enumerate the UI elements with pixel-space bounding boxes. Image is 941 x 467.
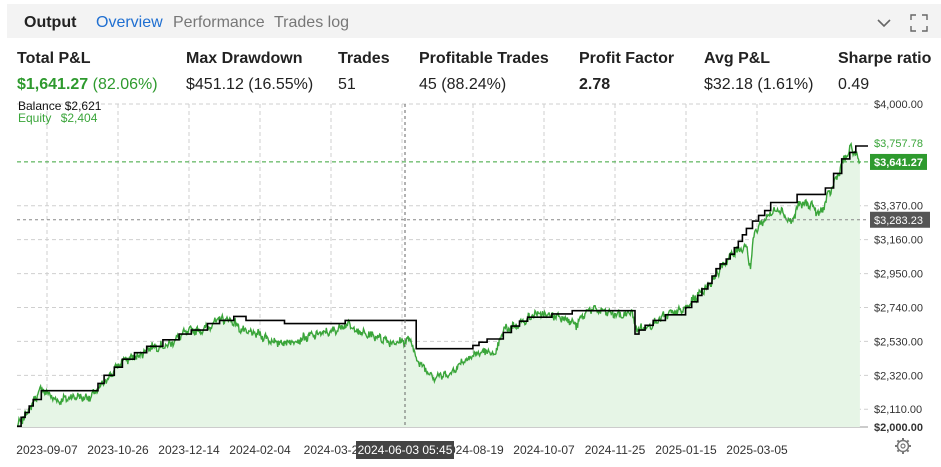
crosshair [17, 104, 868, 427]
equity-current-label: $3,641.27 [874, 157, 923, 169]
stat-value: 51 [338, 76, 356, 93]
stats-row: Total P&L $1,641.27 (82.06%) Max Drawdow… [0, 42, 941, 98]
stat-total-pnl: Total P&L $1,641.27 (82.06%) [17, 50, 158, 94]
crosshair-value-box [870, 211, 930, 228]
stat-value: $1,641.27 (82.06%) [17, 76, 158, 94]
crosshair-date-label: 2024-06-03 05:45 [358, 443, 453, 457]
x-tick-label: 2023-09-07 [16, 443, 78, 457]
stat-label: Total P&L [17, 50, 91, 67]
stat-label: Profitable Trades [419, 50, 549, 67]
x-tick-label: 2025-03-05 [726, 443, 788, 457]
stat-profit-factor: Profit Factor 2.78 [579, 50, 674, 94]
gear-icon[interactable] [895, 438, 911, 454]
equity-current-box [870, 153, 927, 170]
legend-balance-value: $2,621 [65, 99, 102, 113]
stat-value: 45 (88.24%) [419, 76, 507, 93]
x-tick-label: 2024-11-25 [585, 443, 646, 457]
chevron-down-icon[interactable] [875, 14, 893, 32]
x-tick-label: 2024-08-19 [442, 443, 504, 457]
stat-profitable-trades: Profitable Trades 45 (88.24%) [419, 50, 549, 94]
crosshair-value-label: $3,283.23 [874, 215, 923, 227]
x-tick-label: 2025-01-15 [655, 443, 717, 457]
stat-value: 2.78 [579, 76, 611, 93]
crosshair-date-box [356, 441, 454, 459]
x-tick-label: 2024-02-04 [229, 443, 291, 457]
balance-line [17, 145, 868, 427]
y-tick-label: $2,000.00 [874, 422, 923, 434]
equity-area [17, 143, 860, 428]
tab-performance[interactable]: Performance [173, 14, 265, 31]
expand-icon[interactable] [910, 14, 928, 32]
x-tick-label: 2024-10-07 [513, 443, 575, 457]
stat-label: Avg P&L [704, 50, 771, 67]
y-tick-label: $2,740.00 [874, 302, 923, 314]
y-tick-label: $3,370.00 [874, 201, 923, 213]
equity-last-label: $3,757.78 [874, 138, 923, 150]
legend-equity-label: Equity [18, 111, 51, 125]
stat-trades: Trades 51 [338, 50, 390, 94]
stat-value: $451.12 (16.55%) [186, 76, 314, 93]
x-tick-label: 2023-12-14 [158, 443, 220, 457]
stat-label: Max Drawdown [186, 50, 303, 67]
x-tick-label: 2024-03-2 [304, 443, 359, 457]
x-tick-label: 2023-10-26 [87, 443, 149, 457]
stat-max-drawdown: Max Drawdown $451.12 (16.55%) [186, 50, 313, 94]
equity-chart[interactable]: 2023-09-07 2023-10-26 2023-12-14 2024-02-04… [0, 98, 941, 467]
y-axis: $4,000.00 $3,370.00 $3,160.00 $2,950.00 $2,7… [874, 99, 923, 434]
legend-equity: Equity $2,404 [18, 111, 98, 125]
price-markers: $3,757.78 $3,641.27 $3,283.23 [17, 138, 930, 228]
tab-overview[interactable]: Overview [96, 14, 163, 31]
stat-label: Sharpe ratio [838, 50, 932, 67]
y-tick-label: $4,000.00 [874, 99, 923, 111]
y-tick-label: $2,530.00 [874, 336, 923, 348]
stat-label: Profit Factor [579, 50, 675, 67]
y-tick-label: $2,320.00 [874, 370, 923, 382]
y-tick-label: $3,160.00 [874, 235, 923, 247]
y-tick-label: $2,950.00 [874, 269, 923, 281]
stat-avg-pnl: Avg P&L $32.18 (1.61%) [704, 50, 813, 94]
tab-trades-log[interactable]: Trades log [274, 14, 349, 31]
legend-equity-value: $2,404 [61, 111, 98, 125]
stat-sharpe-ratio: Sharpe ratio 0.49 [838, 50, 931, 94]
y-tick-label: $2,110.00 [874, 404, 922, 416]
tab-output[interactable]: Output [24, 14, 77, 31]
tab-bar: Output Overview Performance Trades log [7, 4, 941, 38]
equity-line [16, 141, 861, 428]
total-pnl-pct: (82.06%) [92, 76, 158, 93]
stat-value: 0.49 [838, 76, 870, 93]
x-axis: 2023-09-07 2023-10-26 2023-12-14 2024-02-04… [16, 441, 788, 459]
stat-value: $32.18 (1.61%) [704, 76, 814, 93]
stat-label: Trades [338, 50, 390, 67]
legend-balance: Balance $2,621 [18, 99, 102, 113]
total-pnl-value: $1,641.27 [17, 76, 89, 93]
legend-balance-label: Balance [18, 99, 62, 113]
